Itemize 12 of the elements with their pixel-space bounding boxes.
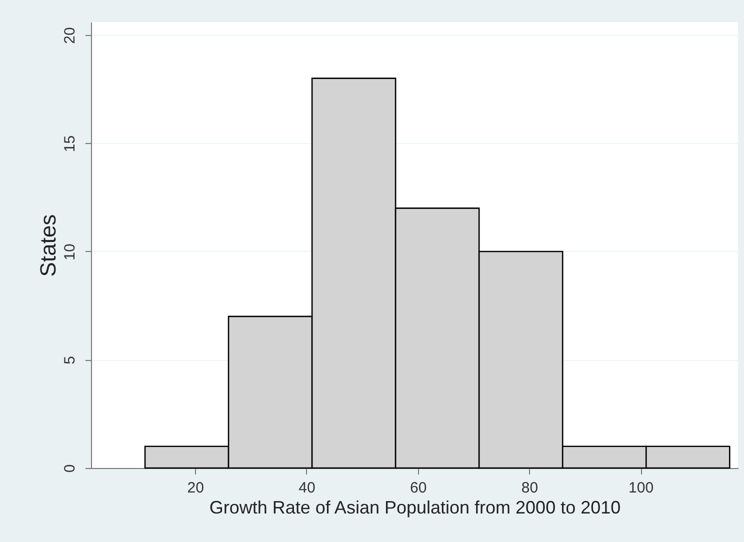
x-tick-label: 100 — [628, 480, 654, 496]
x-tick-label: 80 — [521, 480, 538, 496]
y-axis-title: States — [36, 214, 60, 277]
y-tick-label: 0 — [62, 464, 78, 473]
y-tick-label: 20 — [62, 27, 78, 44]
x-axis-title: Growth Rate of Asian Population from 2000 to 2010 — [209, 498, 621, 518]
x-tick-label: 40 — [298, 480, 316, 496]
x-tick-label: 60 — [410, 480, 427, 496]
y-tick-label: 5 — [62, 356, 78, 364]
y-tick-label: 15 — [62, 135, 78, 152]
x-tick-label: 20 — [187, 480, 204, 496]
y-tick-label: 10 — [62, 244, 78, 260]
